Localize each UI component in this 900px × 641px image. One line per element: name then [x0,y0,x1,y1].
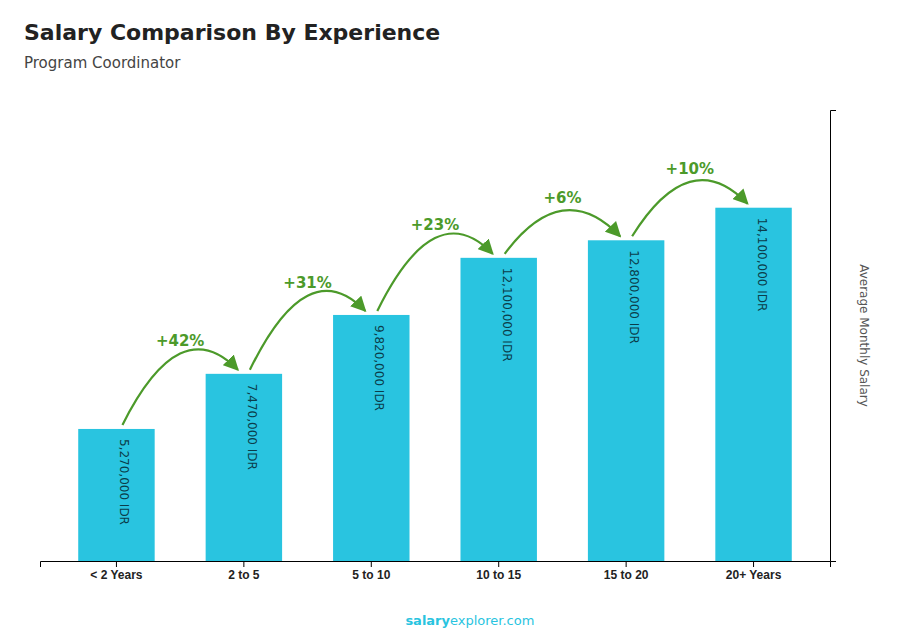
change-label: +10% [666,160,714,178]
data-label: 7,470,000 IDR [245,384,259,470]
x-axis-line [41,562,831,568]
x-tick: 15 to 20 [604,561,649,582]
bar [715,208,791,561]
x-tick-mark [371,561,372,567]
chart: Salary Comparison By Experience Program C… [0,0,900,641]
change-label: +42% [156,332,204,350]
change-annotations: +42% +31% +23% +6% +10% [122,160,747,425]
x-tick: 20+ Years [726,561,782,582]
data-label: 5,270,000 IDR [117,439,131,525]
title: Salary Comparison By Experience [24,20,440,45]
x-tick-label: 20+ Years [726,568,782,582]
x-tick-label: 2 to 5 [228,568,260,582]
x-tick-label: 15 to 20 [604,568,649,582]
y-axis-title: Average Monthly Salary [857,264,871,407]
watermark: explorer.com [450,613,534,628]
data-labels: 5,270,000 IDR 7,470,000 IDR 9,820,000 IDR 1… [117,218,768,525]
data-label: 9,820,000 IDR [372,325,386,411]
subtitle: Program Coordinator [24,54,181,72]
change-arrow [250,291,365,370]
change-arrow [122,349,237,425]
x-tick: 2 to 5 [228,561,260,582]
change-arrow [632,180,747,236]
change-arrow [505,210,620,254]
change-arrow [377,234,492,311]
change-label: +6% [543,189,581,207]
x-tick-label: 5 to 10 [352,568,390,582]
change-label: +23% [411,216,459,234]
x-tick-mark [243,561,244,567]
x-tick: 5 to 10 [352,561,390,582]
watermark: salary [405,613,450,628]
x-tick-mark [498,561,499,567]
x-tick-label: < 2 Years [90,568,142,582]
x-tick-mark [753,561,754,567]
y-axis-line [831,111,837,562]
x-axis: < 2 Years 2 to 5 5 to 10 10 to 15 15 to 20 20… [41,561,831,582]
plot: < 2 Years 2 to 5 5 to 10 10 to 15 15 to 20 20… [41,111,837,582]
bar [460,258,536,561]
data-label: 14,100,000 IDR [755,218,769,312]
change-label: +31% [283,274,331,292]
data-label: 12,800,000 IDR [627,250,641,344]
x-tick-mark [116,561,117,567]
bar [78,429,154,561]
bar [333,315,409,561]
bar [588,240,664,561]
x-tick: < 2 Years [90,561,142,582]
x-tick-label: 10 to 15 [476,568,521,582]
bars [78,208,792,561]
y-axis [831,111,837,562]
bar [206,374,282,561]
x-tick-mark [626,561,627,567]
x-tick: 10 to 15 [476,561,521,582]
data-label: 12,100,000 IDR [500,268,514,362]
